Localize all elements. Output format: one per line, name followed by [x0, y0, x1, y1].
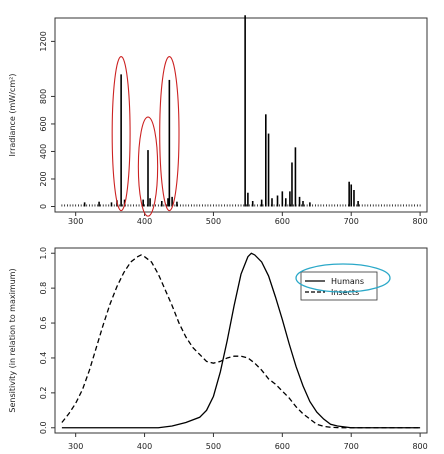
sensitivity-y-tick-label: 0.4 [39, 352, 48, 365]
irradiance-highlight-ellipse [159, 55, 180, 212]
irradiance-y-tick-label: 400 [39, 144, 48, 159]
sensitivity-legend-label-humans: Humans [331, 277, 364, 286]
irradiance-x-tick-label: 300 [68, 217, 83, 226]
sensitivity-x-tick-label: 700 [344, 442, 359, 451]
sensitivity-legend-highlight-ellipse [295, 263, 391, 293]
irradiance-y-tick-label: 200 [39, 171, 48, 186]
irradiance-x-tick-label: 600 [275, 217, 290, 226]
irradiance-highlight-ellipse [137, 116, 159, 217]
irradiance-x-tick-label: 700 [344, 217, 359, 226]
sensitivity-y-axis-label: Sensitivity (in relation to maximum) [8, 268, 17, 412]
sensitivity-series-humans-line [61, 252, 421, 429]
sensitivity-x-tick-label: 800 [412, 442, 427, 451]
irradiance-x-tick-label: 800 [412, 217, 427, 226]
sensitivity-y-tick-label: 0.8 [39, 282, 48, 295]
sensitivity-y-tick-label: 0.0 [39, 421, 48, 434]
sensitivity-legend-box [300, 271, 378, 301]
sensitivity-x-tick-label: 600 [275, 442, 290, 451]
irradiance-y-axis-label: Irradiance (mW/cm²) [8, 74, 17, 157]
sensitivity-x-tick-label: 400 [137, 442, 152, 451]
sensitivity-y-tick-label: 0.6 [39, 317, 48, 330]
irradiance-plot-frame [54, 17, 428, 213]
irradiance-y-tick-label: 1200 [39, 31, 48, 51]
sensitivity-series-insects-line [61, 254, 421, 429]
irradiance-x-tick-label: 500 [206, 217, 221, 226]
irradiance-highlight-ellipse [111, 55, 131, 212]
sensitivity-x-tick-label: 300 [68, 442, 83, 451]
irradiance-y-tick-label: 800 [39, 89, 48, 104]
sensitivity-x-tick-label: 500 [206, 442, 221, 451]
irradiance-y-tick-label: 600 [39, 116, 48, 131]
irradiance-y-tick-label: 0 [39, 204, 48, 209]
sensitivity-y-tick-label: 0.2 [39, 386, 48, 399]
sensitivity-plot-frame [54, 247, 428, 434]
irradiance-x-tick-label: 400 [137, 217, 152, 226]
sensitivity-y-tick-label: 1.0 [39, 247, 48, 260]
